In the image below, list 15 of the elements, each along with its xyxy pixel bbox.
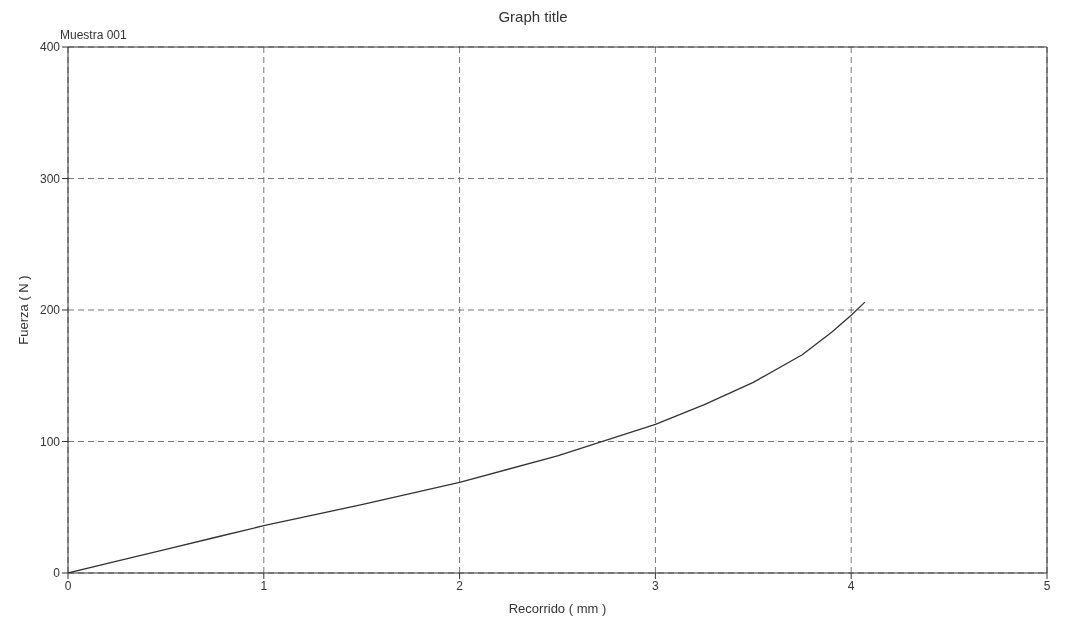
chart-title: Graph title bbox=[497, 8, 569, 27]
x-tick-label: 0 bbox=[64, 578, 72, 593]
y-tick-label: 0 bbox=[53, 566, 61, 581]
x-tick-label: 5 bbox=[1043, 578, 1051, 593]
x-tick-label: 1 bbox=[260, 578, 268, 593]
y-axis-title: Fuerza ( N ) bbox=[15, 275, 31, 345]
y-tick-label: 300 bbox=[39, 171, 61, 186]
x-tick-label: 4 bbox=[847, 578, 855, 593]
x-axis-title: Recorrido ( mm ) bbox=[508, 601, 607, 616]
y-tick-label: 100 bbox=[39, 434, 61, 449]
x-tick-label: 2 bbox=[456, 578, 464, 593]
y-tick-label: 400 bbox=[39, 40, 61, 55]
text: Muestra 001 bbox=[60, 28, 127, 42]
x-tick-label: 3 bbox=[652, 578, 660, 593]
y-tick-label: 200 bbox=[39, 303, 61, 318]
